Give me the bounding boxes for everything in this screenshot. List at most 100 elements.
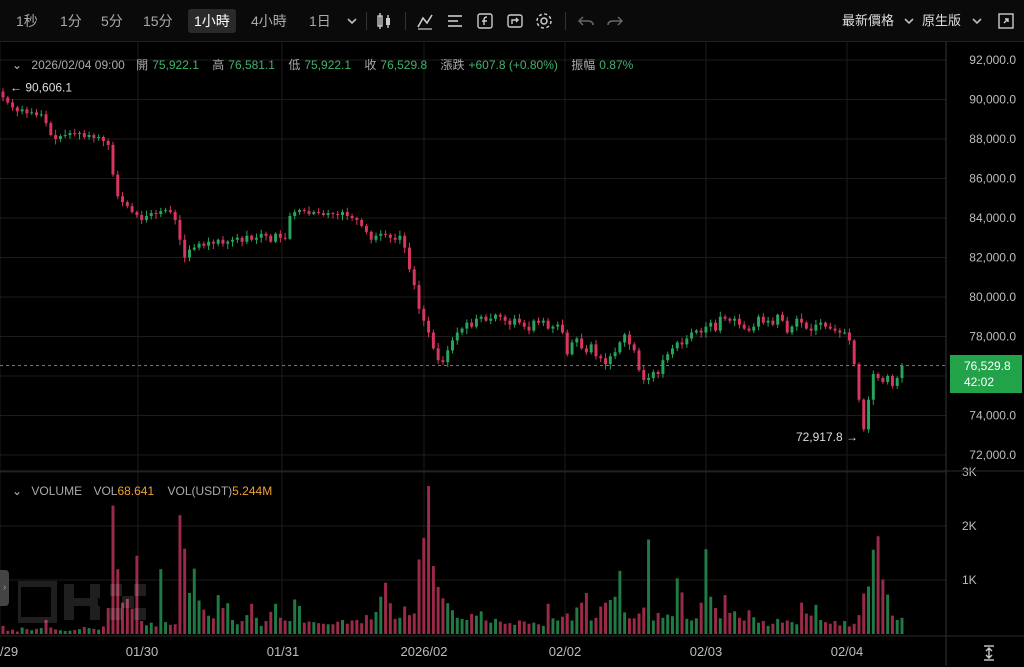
chevron-down-icon[interactable] (966, 9, 988, 33)
volume-bar (446, 603, 450, 634)
vol-usdt-label: VOL(USDT) (167, 484, 233, 498)
draw-lines-icon[interactable] (444, 9, 466, 33)
function-icon[interactable] (474, 9, 496, 33)
volume-bar (78, 629, 81, 634)
volume-bar (776, 618, 780, 634)
candle-body (785, 320, 789, 333)
candle-body (513, 318, 517, 325)
candle-body (20, 109, 24, 112)
volume-bar (226, 603, 230, 634)
vol-label: VOL (93, 484, 118, 498)
volume-bar (867, 586, 871, 634)
side-panel-handle[interactable]: › (0, 570, 9, 606)
volume-bar (235, 624, 239, 634)
candle-body (886, 376, 890, 382)
candle-body (44, 114, 48, 124)
price-type-select[interactable]: 最新價格 (842, 13, 895, 28)
change-value: +607.8 (+0.80%) (468, 58, 558, 72)
candle-body (125, 202, 129, 207)
candle-body (350, 216, 354, 218)
candle-body (508, 320, 512, 325)
redo-icon[interactable] (604, 9, 626, 33)
volume-bar (360, 623, 364, 634)
volume-bar (407, 615, 411, 634)
volume-bar (192, 568, 196, 634)
candle-body (30, 112, 34, 114)
low-label: 低 (288, 58, 301, 72)
candle-type-icon[interactable] (373, 9, 395, 33)
volume-bar (393, 618, 397, 634)
volume-bar (369, 619, 373, 634)
undo-icon[interactable] (575, 9, 597, 33)
candle-body (900, 365, 904, 378)
candle-body (522, 322, 526, 327)
candle-body (197, 243, 201, 248)
indicator-icon[interactable] (414, 9, 436, 33)
gear-icon[interactable] (533, 9, 555, 33)
volume-bar (455, 617, 459, 634)
time-tick-label: /29 (0, 644, 18, 659)
candle-body (211, 241, 215, 244)
candle-body (259, 233, 263, 238)
candle-body (6, 97, 10, 103)
candle-body (498, 314, 502, 317)
fullscreen-icon[interactable] (995, 9, 1017, 33)
volume-bar (876, 536, 880, 634)
candle-body (565, 332, 569, 355)
price-tick-label: 88,000.0 (969, 132, 1016, 146)
volume-bar (436, 587, 440, 634)
volume-bar (637, 613, 641, 634)
candle-body (570, 342, 574, 355)
candle-body (599, 356, 603, 359)
candle-body (871, 374, 875, 400)
volume-bar (92, 628, 96, 634)
axis-settings-icon[interactable] (980, 644, 998, 662)
chevron-down-icon[interactable] (341, 9, 363, 33)
price-chart[interactable]: 72,000.074,000.076,000.078,000.080,000.0… (0, 42, 1024, 666)
template-icon[interactable] (504, 9, 526, 33)
volume-tick-label: 2K (962, 519, 977, 533)
interval-15m[interactable]: 15分 (143, 13, 173, 29)
candle-body (451, 340, 454, 351)
volume-bar (140, 621, 144, 634)
candle-body (178, 219, 182, 240)
candle-body (73, 133, 77, 135)
interval-5m[interactable]: 5分 (101, 13, 123, 29)
candle-body (709, 322, 713, 327)
volume-bar (374, 611, 378, 634)
collapse-icon[interactable]: ⌄ (12, 484, 23, 498)
candle-body (561, 324, 564, 333)
candle-body (431, 332, 435, 349)
candle-body (656, 372, 660, 375)
volume-bar (417, 559, 421, 634)
candle-body (144, 216, 148, 220)
interval-4h[interactable]: 4小時 (251, 13, 287, 29)
volume-bar (618, 570, 622, 634)
interval-1d[interactable]: 1日 (309, 13, 331, 29)
ohlc-date: 2026/02/04 09:00 (31, 58, 125, 72)
candle-body (135, 212, 139, 216)
volume-bar (106, 608, 110, 634)
volume-bar (30, 630, 34, 634)
candle-body (838, 330, 842, 333)
candle-body (235, 237, 239, 240)
time-tick-label: 01/31 (267, 644, 300, 659)
candle-body (164, 210, 168, 212)
volume-bar (690, 620, 694, 634)
toolbar: 1秒 1分 5分 15分 1小時 4小時 1日 最新價格 原生版 (0, 0, 1024, 42)
candle-body (379, 233, 383, 236)
interval-1s[interactable]: 1秒 (16, 13, 38, 29)
chevron-down-icon[interactable] (898, 9, 920, 33)
interval-1h[interactable]: 1小時 (188, 9, 236, 33)
candle-body (584, 348, 588, 353)
change-label: 漲跌 (440, 58, 465, 72)
chart-version-select[interactable]: 原生版 (922, 13, 962, 28)
high-value: 76,581.1 (228, 58, 275, 72)
candle-body (690, 332, 694, 339)
volume-bar (699, 602, 703, 634)
collapse-icon[interactable]: ⌄ (12, 58, 23, 72)
candle-body (116, 174, 120, 197)
candle-body (317, 212, 321, 214)
interval-1m[interactable]: 1分 (60, 13, 82, 29)
volume-bar (451, 610, 454, 634)
